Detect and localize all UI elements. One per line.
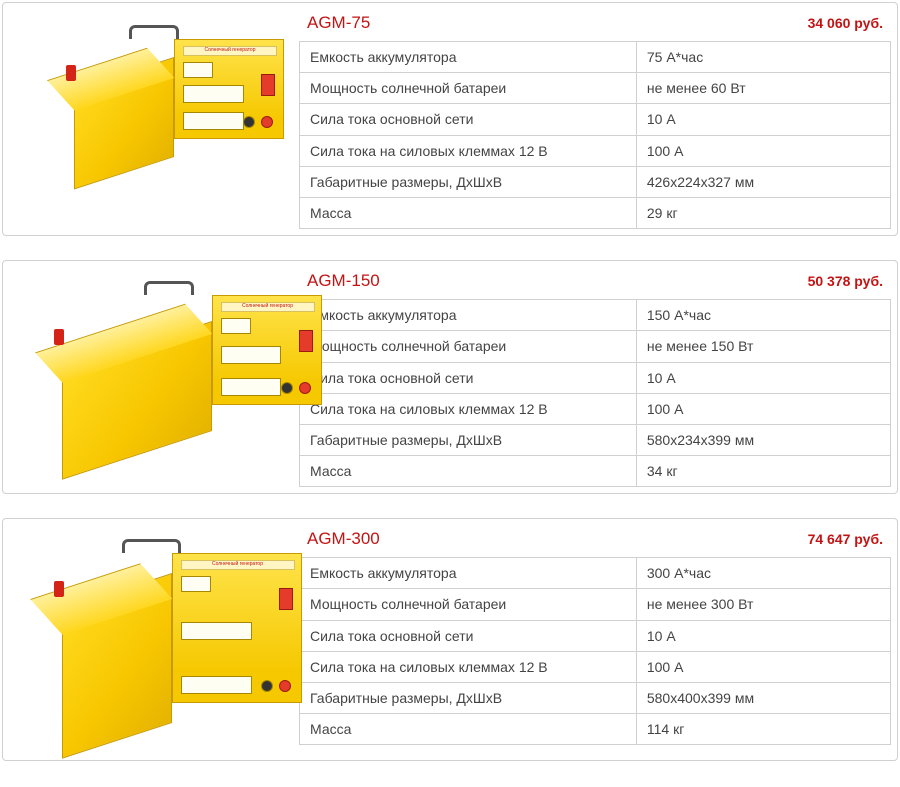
product-card: Солнечный генератор AGM-150 50 378 руб. Емк… — [2, 260, 898, 494]
spec-value: 426х224х327 мм — [636, 166, 890, 197]
table-row: Сила тока на силовых клеммах 12 В100 А — [300, 135, 891, 166]
spec-value: 580х234х399 мм — [636, 424, 890, 455]
table-row: Сила тока на силовых клеммах 12 В100 А — [300, 393, 891, 424]
spec-label: Сила тока на силовых клеммах 12 В — [300, 393, 637, 424]
spec-label: Масса — [300, 714, 637, 745]
spec-value: 114 кг — [636, 714, 890, 745]
spec-label: Сила тока на силовых клеммах 12 В — [300, 135, 637, 166]
spec-value: не менее 300 Вт — [636, 589, 890, 620]
spec-table: Емкость аккумулятора75 А*часМощность сол… — [299, 41, 891, 229]
product-details: AGM-150 50 378 руб. Емкость аккумулятора15… — [299, 267, 891, 487]
product-title: AGM-75 — [307, 13, 370, 33]
spec-table: Емкость аккумулятора300 А*часМощность со… — [299, 557, 891, 745]
spec-label: Масса — [300, 197, 637, 228]
table-row: Масса114 кг — [300, 714, 891, 745]
table-row: Мощность солнечной батареине менее 150 В… — [300, 331, 891, 362]
spec-value: не менее 150 Вт — [636, 331, 890, 362]
spec-label: Масса — [300, 456, 637, 487]
spec-label: Сила тока основной сети — [300, 104, 637, 135]
spec-label: Сила тока основной сети — [300, 620, 637, 651]
spec-label: Емкость аккумулятора — [300, 558, 637, 589]
product-header: AGM-75 34 060 руб. — [299, 9, 891, 41]
table-row: Сила тока основной сети10 А — [300, 620, 891, 651]
spec-value: 10 А — [636, 620, 890, 651]
spec-label: Сила тока на силовых клеммах 12 В — [300, 651, 637, 682]
spec-label: Мощность солнечной батареи — [300, 73, 637, 104]
product-image: Солнечный генератор — [9, 9, 299, 189]
table-row: Емкость аккумулятора300 А*час — [300, 558, 891, 589]
spec-value: 100 А — [636, 651, 890, 682]
product-image: Солнечный генератор — [9, 267, 299, 468]
table-row: Емкость аккумулятора75 А*час — [300, 42, 891, 73]
table-row: Мощность солнечной батареине менее 60 Вт — [300, 73, 891, 104]
spec-label: Мощность солнечной батареи — [300, 589, 637, 620]
spec-table: Емкость аккумулятора150 А*часМощность со… — [299, 299, 891, 487]
product-card: Солнечный генератор AGM-300 74 647 руб. Емк… — [2, 518, 898, 761]
spec-value: 100 А — [636, 393, 890, 424]
spec-value: 10 А — [636, 104, 890, 135]
spec-label: Емкость аккумулятора — [300, 42, 637, 73]
spec-value: не менее 60 Вт — [636, 73, 890, 104]
product-card: Солнечный генератор AGM-75 34 060 руб. Емко… — [2, 2, 898, 236]
spec-value: 34 кг — [636, 456, 890, 487]
spec-label: Габаритные размеры, ДхШхВ — [300, 166, 637, 197]
table-row: Сила тока основной сети10 А — [300, 362, 891, 393]
product-price: 74 647 руб. — [808, 531, 883, 547]
table-row: Сила тока на силовых клеммах 12 В100 А — [300, 651, 891, 682]
spec-label: Габаритные размеры, ДхШхВ — [300, 683, 637, 714]
spec-value: 580х400х399 мм — [636, 683, 890, 714]
product-header: AGM-150 50 378 руб. — [299, 267, 891, 299]
spec-value: 100 А — [636, 135, 890, 166]
product-details: AGM-75 34 060 руб. Емкость аккумулятора75 … — [299, 9, 891, 229]
spec-value: 300 А*час — [636, 558, 890, 589]
table-row: Габаритные размеры, ДхШхВ580х234х399 мм — [300, 424, 891, 455]
product-price: 50 378 руб. — [808, 273, 883, 289]
product-details: AGM-300 74 647 руб. Емкость аккумулятора30… — [299, 525, 891, 745]
spec-label: Сила тока основной сети — [300, 362, 637, 393]
product-price: 34 060 руб. — [808, 15, 883, 31]
table-row: Емкость аккумулятора150 А*час — [300, 300, 891, 331]
spec-label: Емкость аккумулятора — [300, 300, 637, 331]
table-row: Габаритные размеры, ДхШхВ580х400х399 мм — [300, 683, 891, 714]
product-title: AGM-300 — [307, 529, 380, 549]
spec-value: 150 А*час — [636, 300, 890, 331]
table-row: Габаритные размеры, ДхШхВ426х224х327 мм — [300, 166, 891, 197]
product-title: AGM-150 — [307, 271, 380, 291]
spec-label: Габаритные размеры, ДхШхВ — [300, 424, 637, 455]
spec-value: 75 А*час — [636, 42, 890, 73]
table-row: Масса29 кг — [300, 197, 891, 228]
spec-label: Мощность солнечной батареи — [300, 331, 637, 362]
table-row: Мощность солнечной батареине менее 300 В… — [300, 589, 891, 620]
product-header: AGM-300 74 647 руб. — [299, 525, 891, 557]
table-row: Сила тока основной сети10 А — [300, 104, 891, 135]
table-row: Масса34 кг — [300, 456, 891, 487]
spec-value: 10 А — [636, 362, 890, 393]
spec-value: 29 кг — [636, 197, 890, 228]
product-image: Солнечный генератор — [9, 525, 299, 754]
